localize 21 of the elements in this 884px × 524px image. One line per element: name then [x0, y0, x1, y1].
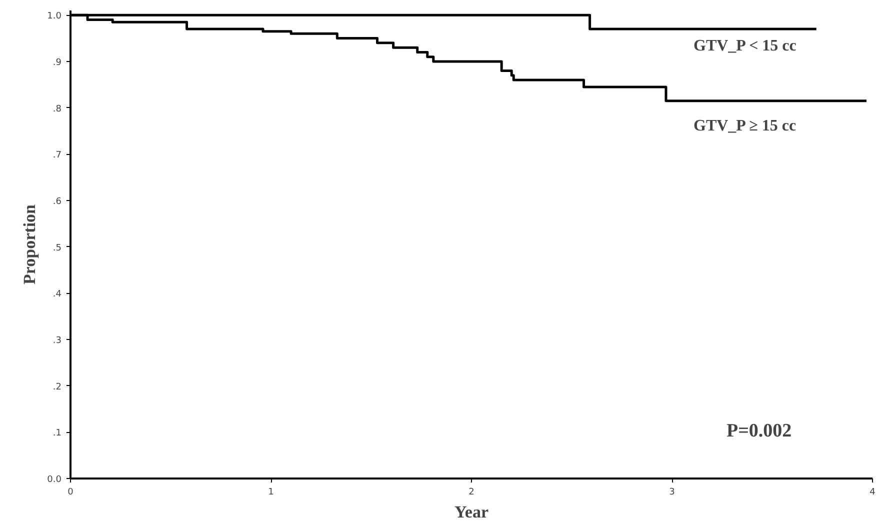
y-tick-label: .2 [52, 382, 62, 392]
y-axis-title: Proportion [20, 204, 40, 284]
x-tick-label: 4 [870, 488, 876, 498]
y-tick-label: .6 [52, 196, 62, 207]
annotation: P=0.002 [726, 420, 792, 442]
x-tick-label: 3 [669, 488, 675, 498]
x-tick-label: 1 [268, 488, 274, 498]
y-tick-label: .3 [52, 336, 62, 346]
y-tick-label: .1 [52, 428, 62, 439]
y-tick-label: .8 [52, 104, 62, 114]
x-tick-label: 0 [68, 488, 74, 498]
series-label: GTV_P < 15 cc [694, 38, 796, 54]
y-tick-label: .4 [52, 290, 62, 300]
y-tick-label: 1.0 [47, 12, 62, 22]
series-label: GTV_P ≥ 15 cc [694, 118, 796, 134]
y-tick-label: 0.0 [47, 475, 62, 485]
x-tick-label: 2 [468, 488, 474, 498]
y-tick-label: .9 [52, 58, 62, 68]
y-tick-label: .5 [52, 243, 62, 254]
x-axis-title: Year [454, 502, 489, 522]
y-tick-label: .7 [52, 150, 62, 161]
